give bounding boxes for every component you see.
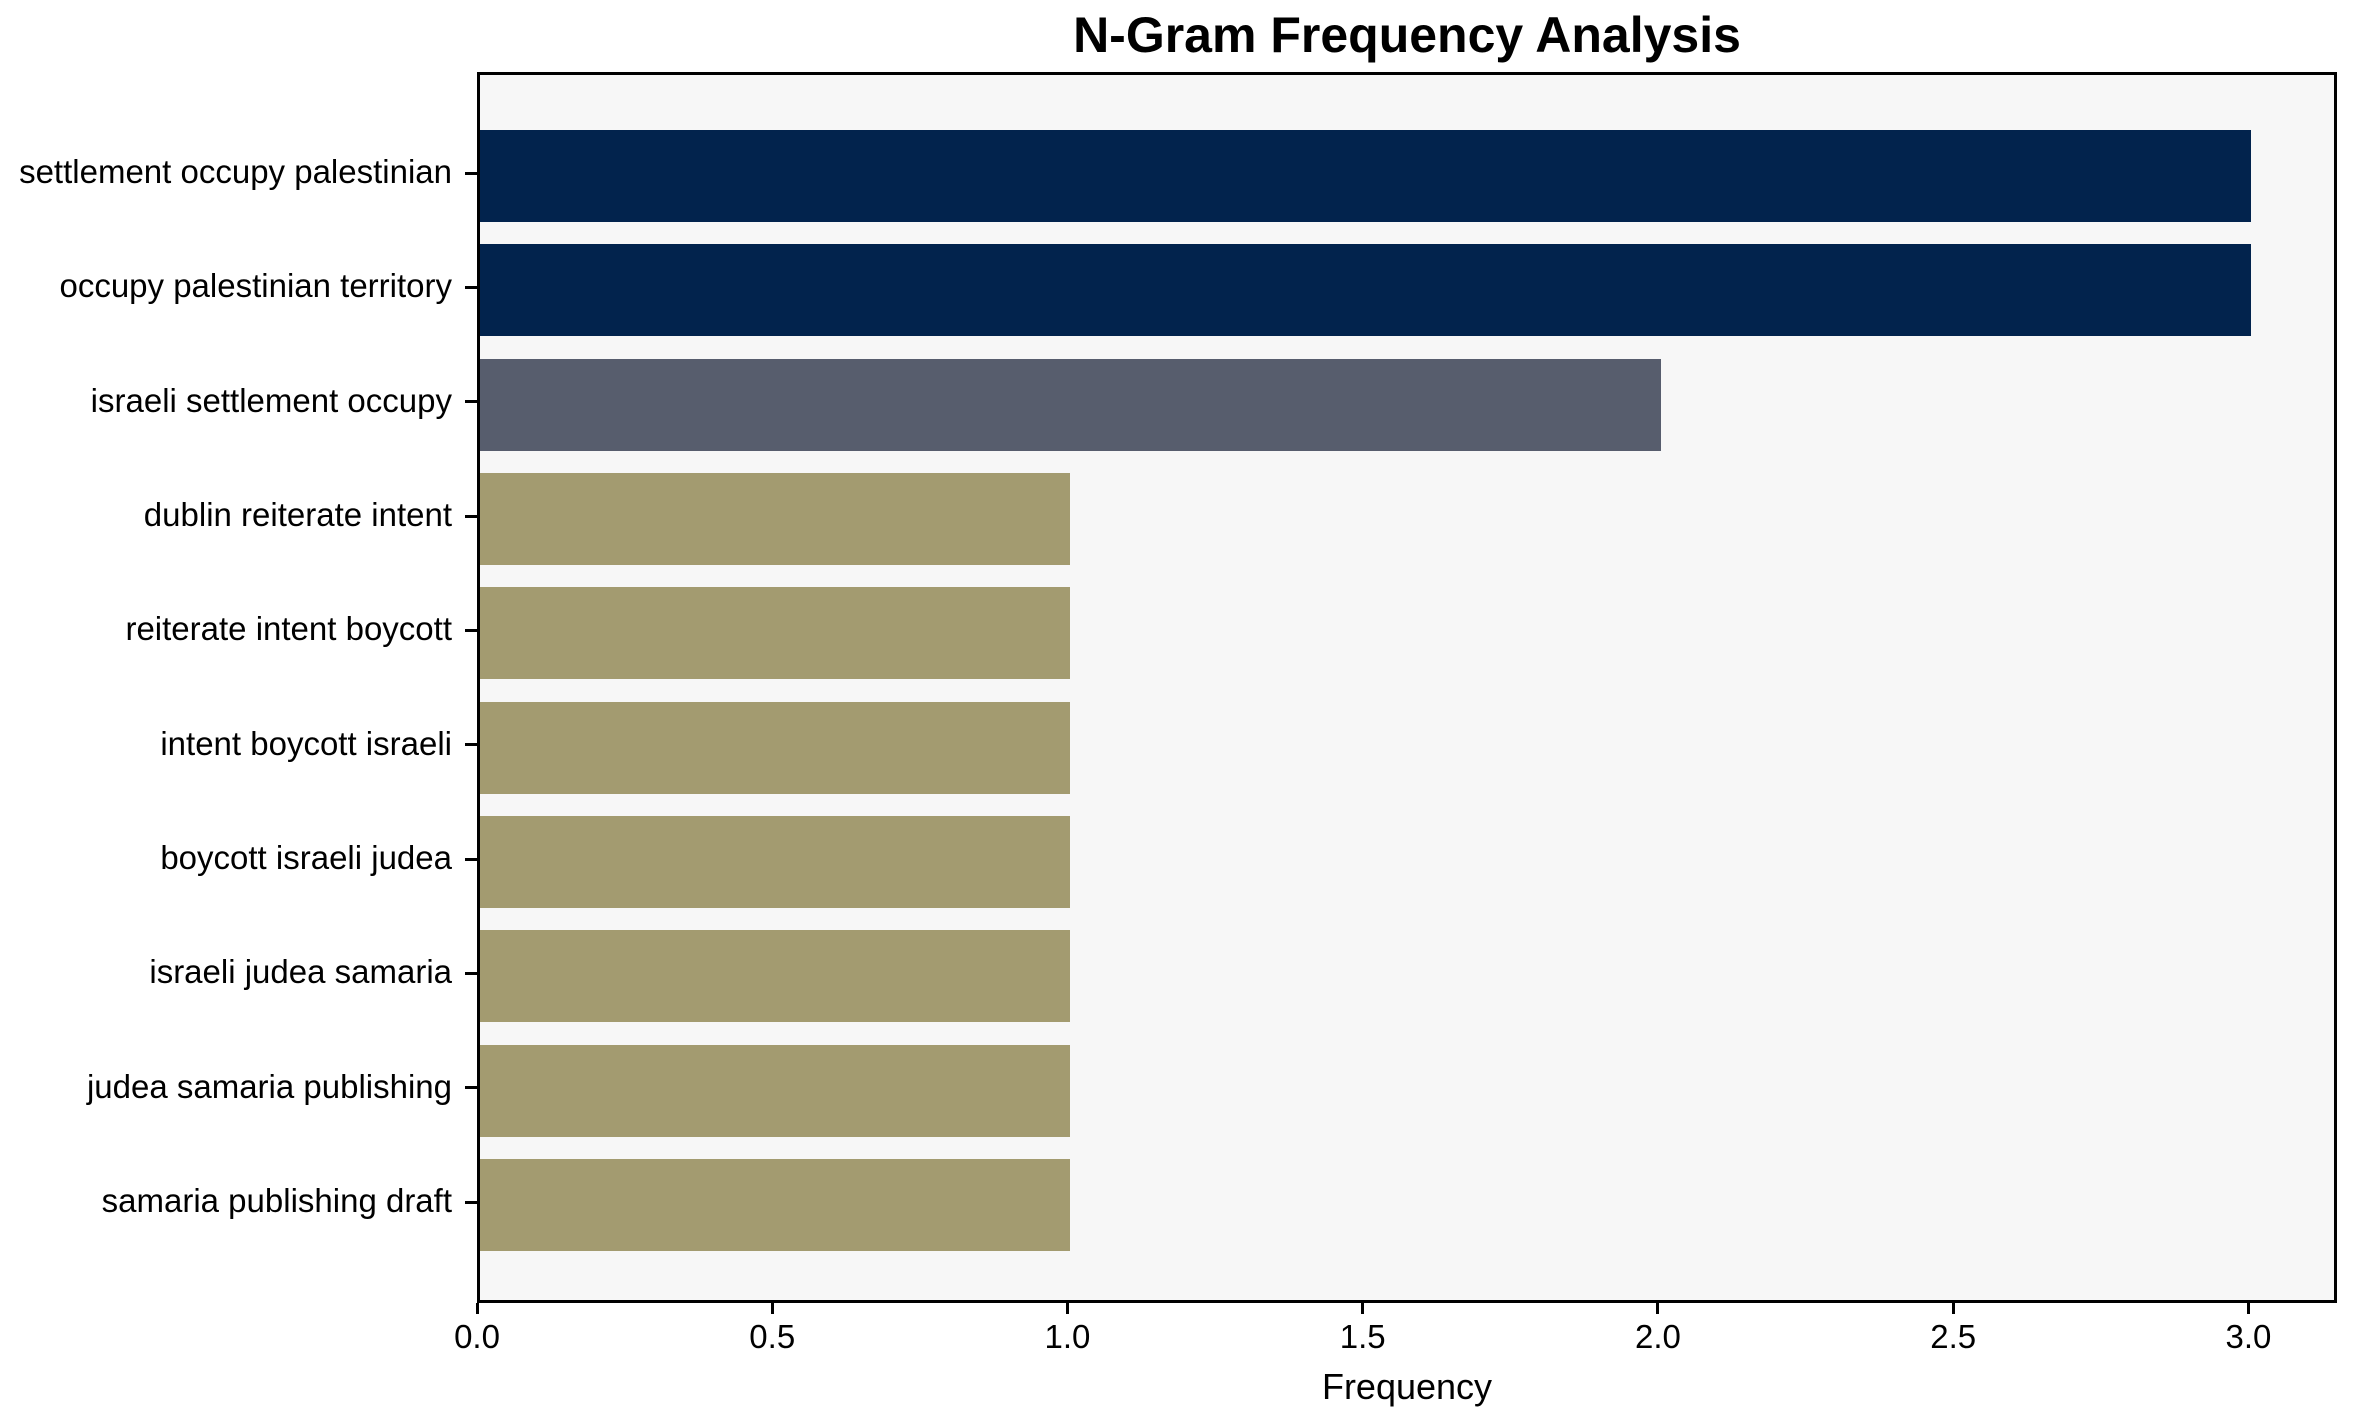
bar-10 — [480, 1159, 1071, 1251]
y-tick-mark-10 — [465, 1200, 477, 1204]
x-tick-label-2: 0.5 — [749, 1318, 796, 1355]
y-tick-mark-2 — [465, 285, 477, 289]
y-tick-mark-3 — [465, 400, 477, 404]
x-tick-label-1: 0.0 — [454, 1318, 500, 1355]
x-tick-mark-4 — [1361, 1303, 1365, 1314]
x-tick-mark-2 — [770, 1303, 774, 1314]
bar-2 — [480, 244, 2252, 337]
y-tick-mark-4 — [465, 514, 477, 518]
x-tick-mark-5 — [1656, 1303, 1660, 1314]
y-tick-mark-7 — [465, 857, 477, 861]
x-tick-label-4: 1.5 — [1339, 1318, 1386, 1355]
x-tick-label-6: 2.5 — [1930, 1318, 1977, 1355]
y-tick-label-9: judea samaria publishing — [86, 1067, 452, 1105]
bar-5 — [480, 587, 1071, 680]
y-tick-label-4: dublin reiterate intent — [143, 496, 452, 534]
x-tick-mark-1 — [475, 1303, 479, 1314]
bar-3 — [480, 358, 1661, 451]
bar-6 — [480, 701, 1071, 794]
y-tick-mark-6 — [465, 743, 477, 747]
y-tick-mark-9 — [465, 1086, 477, 1090]
bar-4 — [480, 473, 1071, 565]
x-tick-label-5: 2.0 — [1635, 1318, 1681, 1355]
y-tick-label-10: samaria publishing draft — [101, 1182, 452, 1220]
x-tick-mark-6 — [1951, 1303, 1955, 1314]
y-tick-label-1: settlement occupy palestinian — [19, 153, 452, 191]
chart-title: N-Gram Frequency Analysis — [1073, 7, 1741, 63]
plot-area — [477, 72, 2337, 1303]
x-tick-label-3: 1.0 — [1044, 1318, 1091, 1355]
bar-9 — [480, 1044, 1071, 1137]
x-axis-label: Frequency — [1321, 1366, 1493, 1407]
y-tick-mark-1 — [465, 171, 477, 175]
y-tick-label-6: intent boycott israeli — [160, 724, 452, 762]
x-tick-mark-7 — [2246, 1303, 2250, 1314]
bar-1 — [480, 130, 2252, 222]
y-tick-label-5: reiterate intent boycott — [125, 610, 452, 648]
y-tick-label-3: israeli settlement occupy — [90, 381, 452, 419]
bar-7 — [480, 816, 1071, 908]
y-tick-label-8: israeli judea samaria — [149, 953, 452, 991]
y-tick-label-2: occupy palestinian territory — [59, 267, 452, 305]
y-tick-mark-8 — [465, 971, 477, 975]
x-tick-mark-3 — [1065, 1303, 1069, 1314]
bar-8 — [480, 930, 1071, 1023]
y-tick-mark-5 — [465, 628, 477, 632]
x-tick-label-7: 3.0 — [2225, 1318, 2272, 1355]
y-tick-label-7: boycott israeli judea — [160, 839, 452, 877]
